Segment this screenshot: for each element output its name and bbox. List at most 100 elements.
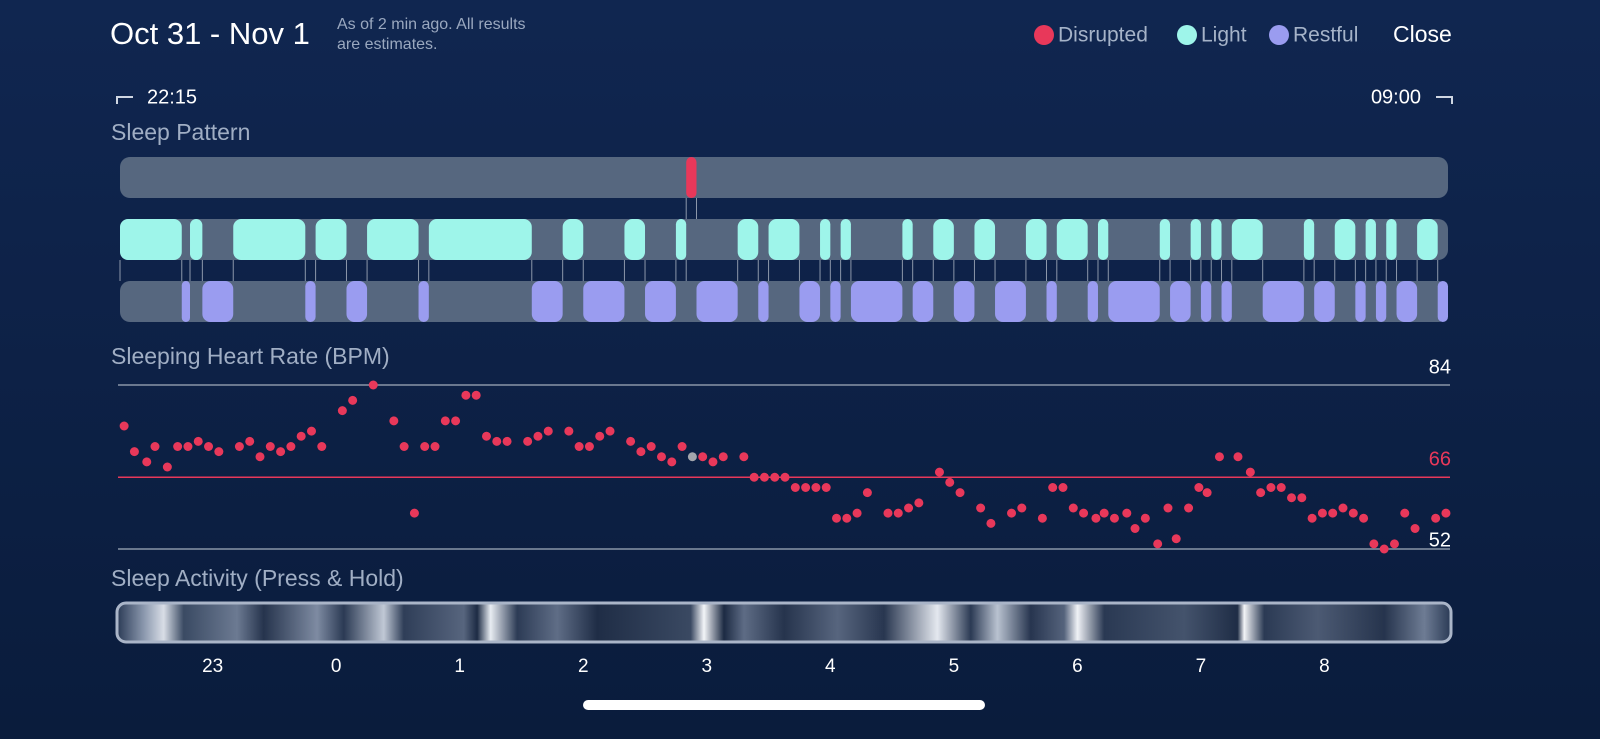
heart-rate-point <box>914 498 924 508</box>
heart-rate-point <box>904 503 914 513</box>
heart-rate-point <box>204 442 214 451</box>
heart-rate-point <box>1122 508 1132 518</box>
heart-rate-point <box>265 442 275 451</box>
light-segment <box>562 219 584 260</box>
heart-rate-point <box>440 416 450 426</box>
heart-rate-point <box>119 421 129 431</box>
heart-rate-point <box>129 447 139 457</box>
light-segment <box>933 219 954 260</box>
restful-segment <box>1396 281 1418 322</box>
heart-rate-point <box>759 472 769 482</box>
heart-rate-point <box>636 447 646 457</box>
restful-segment <box>850 281 903 322</box>
restful-segment <box>799 281 821 322</box>
restful-segment <box>418 281 429 322</box>
heart-rate-point <box>1369 539 1379 549</box>
heart-rate-point <box>626 436 636 446</box>
restful-segment <box>953 281 975 322</box>
restful-segment <box>1170 281 1191 322</box>
light-segment <box>120 219 182 260</box>
x-tick-label: 2 <box>578 656 589 677</box>
light-segment <box>820 219 831 260</box>
restful-segment <box>531 281 563 322</box>
x-tick-label: 3 <box>702 656 713 677</box>
heart-rate-point <box>1266 483 1276 492</box>
restful-segment <box>758 281 769 322</box>
x-tick-label: 4 <box>825 656 836 677</box>
heart-rate-point <box>1276 483 1286 492</box>
heart-rate-point <box>1058 483 1068 492</box>
heart-rate-point <box>893 508 903 518</box>
heart-rate-point <box>430 442 440 451</box>
heart-rate-point <box>142 457 152 467</box>
heart-rate-point <box>183 442 193 451</box>
heart-rate-point <box>667 457 677 467</box>
track <box>120 281 1448 322</box>
heart-rate-point <box>1130 524 1140 533</box>
restful-segment <box>305 281 316 322</box>
heart-rate-point <box>842 513 852 523</box>
heart-rate-point <box>605 426 615 436</box>
heart-rate-point <box>306 426 316 436</box>
heart-rate-point <box>1048 483 1058 492</box>
heart-rate-point <box>646 442 656 451</box>
heart-rate-point <box>770 472 780 482</box>
heart-rate-point <box>1297 493 1307 503</box>
restful-segment <box>696 281 738 322</box>
heart-rate-point <box>1256 488 1266 498</box>
heart-rate-point <box>1109 513 1119 523</box>
heart-rate-point <box>1140 513 1150 523</box>
home-indicator <box>583 700 985 710</box>
range-start: 22:15 <box>147 86 197 108</box>
light-segment <box>1231 219 1263 260</box>
heart-rate-point <box>955 488 965 498</box>
heart-rate-point <box>1202 488 1212 498</box>
y-tick-label: 52 <box>1429 529 1451 551</box>
heart-rate-point <box>677 442 687 451</box>
heart-rate-point <box>749 472 759 482</box>
range-bracket <box>116 96 133 104</box>
light-segment <box>624 219 646 260</box>
heart-rate-point <box>1287 493 1297 503</box>
x-tick-label: 23 <box>202 656 223 677</box>
heart-rate-point <box>821 483 831 492</box>
close-button[interactable]: Close <box>1393 21 1452 47</box>
restful-segment <box>1262 281 1304 322</box>
restful-segment <box>1200 281 1212 322</box>
heart-rate-point <box>945 477 955 487</box>
range-end: 09:00 <box>1371 86 1421 108</box>
heart-rate-point <box>1017 503 1027 513</box>
heart-rate-point <box>1410 524 1420 533</box>
heart-rate-point <box>739 452 749 462</box>
heart-rate-point <box>1379 544 1389 554</box>
heart-rate-point <box>780 472 790 482</box>
light-segment <box>737 219 759 260</box>
heart-rate-point <box>523 436 533 446</box>
heart-rate-point <box>1328 508 1338 518</box>
heart-rate-point <box>1317 508 1327 518</box>
heart-rate-point <box>502 436 512 446</box>
heart-rate-point <box>1171 534 1181 544</box>
activity-strip[interactable] <box>115 601 1453 644</box>
heart-rate-point <box>1099 508 1109 518</box>
light-segment <box>974 219 996 260</box>
heart-rate-point <box>1007 508 1017 518</box>
heart-rate-point <box>317 442 327 451</box>
heart-rate-point <box>595 431 605 441</box>
light-segment <box>1417 219 1438 260</box>
heart-rate-point <box>368 380 378 390</box>
heart-rate-point <box>399 442 409 451</box>
restful-segment <box>1437 281 1448 322</box>
heart-rate-point <box>461 390 471 400</box>
light-segment <box>233 219 306 260</box>
light-segment <box>1025 219 1047 260</box>
heart-rate-point <box>420 442 430 451</box>
legend-label: Restful <box>1293 24 1358 47</box>
light-segment <box>367 219 419 260</box>
legend-dot <box>1269 25 1289 45</box>
light-segment <box>1056 219 1088 260</box>
restful-segment <box>1108 281 1160 322</box>
restful-segment <box>346 281 368 322</box>
light-segment <box>315 219 347 260</box>
